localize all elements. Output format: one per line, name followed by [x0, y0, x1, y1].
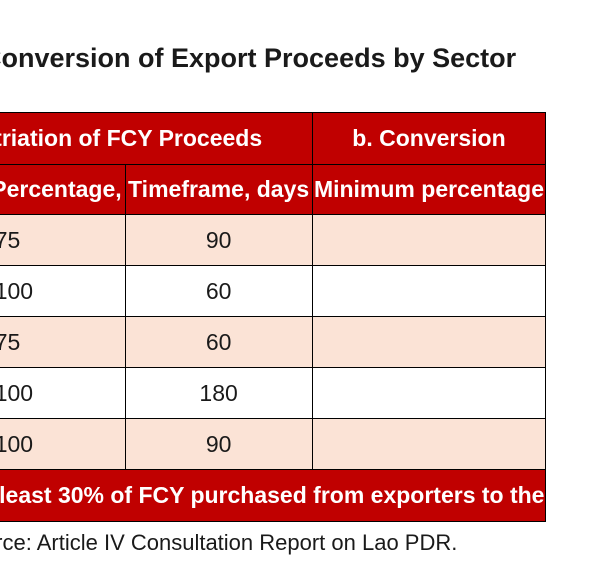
- cell-timeframe: 90: [124, 214, 313, 266]
- cell-percentage-value: 75: [0, 328, 21, 355]
- source-note: Source: Article IV Consultation Report o…: [0, 530, 458, 555]
- cell-minimum: [311, 367, 547, 419]
- table-title: Conversion of Export Proceeds by Sector: [0, 43, 517, 73]
- cell-minimum: [311, 316, 547, 368]
- column-header-timeframe-label: Timeframe, days: [128, 176, 310, 202]
- cell-percentage-value: 75: [0, 226, 21, 253]
- cell-percentage: 75: [0, 214, 126, 266]
- cell-percentage: 100: [0, 367, 126, 419]
- table-row: 100 90: [0, 418, 547, 470]
- cell-timeframe: 180: [124, 367, 313, 419]
- cell-percentage-value: 100: [0, 277, 34, 304]
- cell-minimum: [311, 418, 547, 470]
- group-header-repatriation: a. Repatriation of FCY Proceeds: [0, 112, 313, 165]
- note-row: Sell at least 30% of FCY purchased from …: [0, 469, 547, 522]
- cell-percentage: 100: [0, 265, 126, 317]
- group-header-conversion-label: b. Conversion: [352, 125, 506, 151]
- export-proceeds-table: a. Repatriation of FCY Proceeds b. Conve…: [0, 112, 547, 522]
- table-row: 75 60: [0, 316, 547, 368]
- table-note-label: Sell at least 30% of FCY purchased from …: [0, 482, 545, 508]
- column-header-minimum-label: Minimum percentage: [313, 176, 544, 202]
- group-header-row: a. Repatriation of FCY Proceeds b. Conve…: [0, 112, 547, 165]
- cell-minimum: [311, 214, 547, 266]
- cell-timeframe: 60: [124, 265, 313, 317]
- table-row: 100 60: [0, 265, 547, 317]
- column-header-percentage-label: Percentage, %: [0, 176, 124, 202]
- group-header-repatriation-label: a. Repatriation of FCY Proceeds: [0, 125, 263, 151]
- cell-percentage: 75: [0, 316, 126, 368]
- column-header-minimum: Minimum percentage: [311, 164, 547, 215]
- group-header-conversion: b. Conversion: [311, 112, 547, 165]
- cell-percentage: 100: [0, 418, 126, 470]
- column-header-row: Percentage, % Timeframe, days Minimum pe…: [0, 164, 547, 215]
- column-header-percentage: Percentage, %: [0, 164, 126, 215]
- cell-percentage-value: 100: [0, 379, 34, 406]
- cell-timeframe: 60: [124, 316, 313, 368]
- table-row: 100 180: [0, 367, 547, 419]
- cell-minimum: [311, 265, 547, 317]
- table-note: Sell at least 30% of FCY purchased from …: [0, 469, 547, 522]
- cell-percentage-value: 100: [0, 430, 34, 457]
- column-header-timeframe: Timeframe, days: [124, 164, 313, 215]
- table-row: 75 90: [0, 214, 547, 266]
- cell-timeframe: 90: [124, 418, 313, 470]
